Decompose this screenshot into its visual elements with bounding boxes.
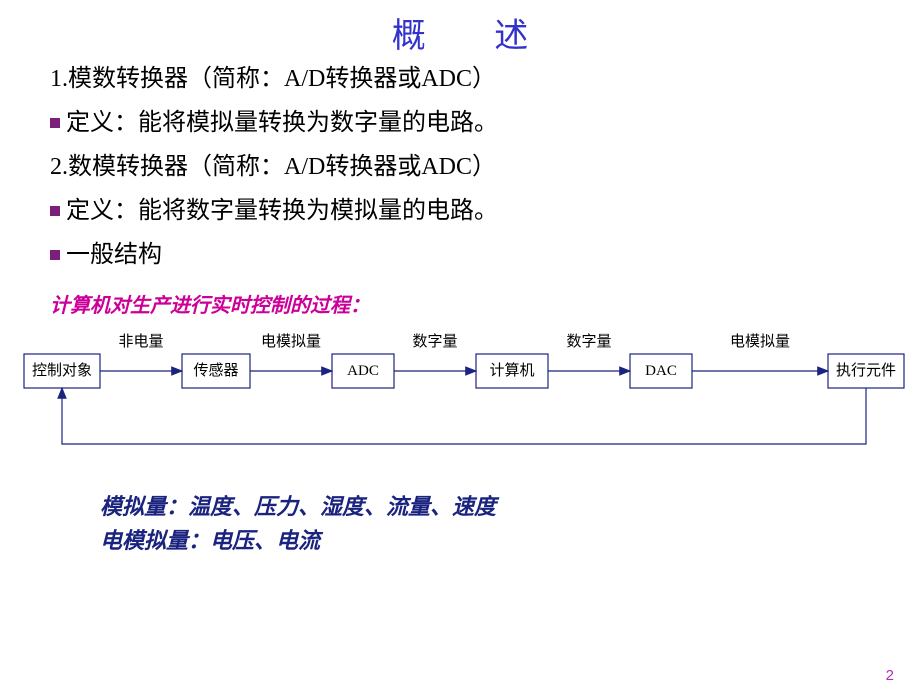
note-1: 模拟量：温度、压力、湿度、流量、速度 (100, 490, 920, 524)
line-1: 1.模数转换器（简称：A/D转换器或ADC） (50, 61, 870, 97)
line-5: 一般结构 (50, 237, 870, 273)
page-title: 概 述 (0, 0, 920, 57)
svg-text:执行元件: 执行元件 (836, 362, 896, 379)
svg-text:计算机: 计算机 (489, 361, 534, 379)
svg-text:数字量: 数字量 (566, 333, 611, 350)
line-3: 2.数模转换器（简称：A/D转换器或ADC） (50, 149, 870, 185)
subtitle: 计算机对生产进行实时控制的过程： (50, 281, 870, 318)
line-3-text: 2.数模转换器（简称：A/D转换器或ADC） (50, 154, 496, 180)
page-number-text: 2 (886, 667, 894, 684)
line-5-text: 一般结构 (66, 242, 162, 268)
note-2: 电模拟量：电压、电流 (100, 524, 920, 558)
line-2: 定义：能将模拟量转换为数字量的电路。 (50, 105, 870, 141)
svg-text:数字量: 数字量 (412, 333, 457, 350)
svg-text:传感器: 传感器 (193, 362, 238, 379)
body-content: 1.模数转换器（简称：A/D转换器或ADC） 定义：能将模拟量转换为数字量的电路… (0, 57, 920, 318)
flowchart-diagram: 控制对象 传感器 ADC 计算机 DAC 执行元件 非电量 电模拟量 数字量 数字量 电模拟量 (0, 318, 920, 468)
svg-text:电模拟量: 电模拟量 (261, 333, 321, 350)
svg-text:DAC: DAC (645, 363, 677, 379)
footer-notes: 模拟量：温度、压力、湿度、流量、速度 电模拟量：电压、电流 (0, 468, 920, 558)
page-number: 2 (886, 667, 894, 684)
subtitle-text: 计算机对生产进行实时控制的过程： (50, 295, 370, 317)
bullet-icon (50, 118, 60, 128)
line-4-text: 定义：能将数字量转换为模拟量的电路。 (66, 198, 498, 224)
svg-text:ADC: ADC (347, 363, 379, 379)
svg-text:电模拟量: 电模拟量 (730, 333, 790, 350)
line-1-text: 1.模数转换器（简称：A/D转换器或ADC） (50, 66, 496, 92)
title-text: 概 述 (392, 18, 559, 55)
flowchart-svg: 控制对象 传感器 ADC 计算机 DAC 执行元件 非电量 电模拟量 数字量 数字量 电模拟量 (0, 318, 920, 468)
line-4: 定义：能将数字量转换为模拟量的电路。 (50, 193, 870, 229)
bullet-icon (50, 206, 60, 216)
svg-text:控制对象: 控制对象 (32, 362, 92, 379)
bullet-icon (50, 250, 60, 260)
line-2-text: 定义：能将模拟量转换为数字量的电路。 (66, 110, 498, 136)
svg-text:非电量: 非电量 (118, 333, 163, 350)
